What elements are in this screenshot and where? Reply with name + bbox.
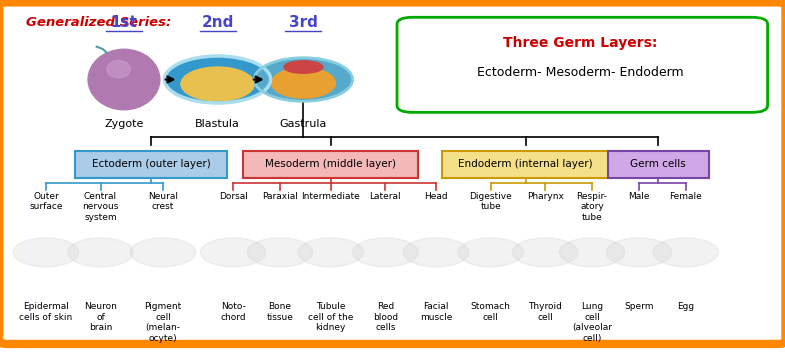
Circle shape (247, 238, 312, 267)
FancyBboxPatch shape (397, 17, 768, 112)
Text: Epidermal
cells of skin: Epidermal cells of skin (20, 302, 72, 322)
Text: Generalized Series:: Generalized Series: (27, 16, 172, 29)
Circle shape (254, 58, 352, 101)
Circle shape (606, 238, 672, 267)
Circle shape (352, 238, 418, 267)
Text: Endoderm (internal layer): Endoderm (internal layer) (458, 159, 593, 169)
Circle shape (458, 238, 524, 267)
Text: Dorsal: Dorsal (219, 192, 247, 201)
Text: Germ cells: Germ cells (630, 159, 686, 169)
Circle shape (200, 238, 266, 267)
Text: 2nd: 2nd (202, 15, 234, 30)
Text: Pigment
cell
(melan-
ocyte): Pigment cell (melan- ocyte) (144, 302, 181, 342)
Circle shape (653, 238, 718, 267)
Circle shape (298, 238, 363, 267)
Text: Facial
muscle: Facial muscle (420, 302, 452, 322)
FancyBboxPatch shape (0, 2, 785, 344)
Text: Digestive
tube: Digestive tube (469, 192, 512, 211)
Text: Mesoderm (middle layer): Mesoderm (middle layer) (265, 159, 396, 169)
Text: Female: Female (670, 192, 702, 201)
Text: Neuron
of
brain: Neuron of brain (84, 302, 117, 332)
Text: Blastula: Blastula (195, 119, 240, 130)
Text: Egg: Egg (677, 302, 694, 312)
Text: Respir-
atory
tube: Respir- atory tube (577, 192, 608, 222)
Ellipse shape (88, 49, 160, 110)
Text: Thyroid
cell: Thyroid cell (528, 302, 562, 322)
Text: Gastrula: Gastrula (279, 119, 327, 130)
Circle shape (13, 238, 78, 267)
Text: Zygote: Zygote (104, 119, 144, 130)
Ellipse shape (272, 68, 335, 98)
FancyBboxPatch shape (442, 151, 610, 178)
FancyBboxPatch shape (75, 151, 228, 178)
FancyBboxPatch shape (608, 151, 709, 178)
Text: Lateral: Lateral (370, 192, 401, 201)
Circle shape (68, 238, 133, 267)
Ellipse shape (284, 61, 323, 73)
Circle shape (513, 238, 578, 267)
Text: Male: Male (628, 192, 650, 201)
Text: Ectoderm- Mesoderm- Endoderm: Ectoderm- Mesoderm- Endoderm (477, 66, 684, 79)
Circle shape (130, 238, 195, 267)
Text: Noto-
chord: Noto- chord (221, 302, 246, 322)
Text: Ectoderm (outer layer): Ectoderm (outer layer) (92, 159, 210, 169)
Text: Neural
crest: Neural crest (148, 192, 178, 211)
Text: Head: Head (424, 192, 447, 201)
Ellipse shape (107, 61, 130, 78)
Text: Sperm: Sperm (624, 302, 654, 312)
Text: 3rd: 3rd (289, 15, 318, 30)
Text: Red
blood
cells: Red blood cells (373, 302, 398, 332)
Text: Three Germ Layers:: Three Germ Layers: (503, 36, 658, 50)
Text: Outer
surface: Outer surface (29, 192, 63, 211)
Text: Stomach
cell: Stomach cell (471, 302, 510, 322)
Circle shape (559, 238, 625, 267)
FancyBboxPatch shape (243, 151, 418, 178)
Text: Lung
cell
(alveolar
cell): Lung cell (alveolar cell) (572, 302, 612, 342)
Text: Tubule
cell of the
kidney: Tubule cell of the kidney (308, 302, 353, 332)
Ellipse shape (181, 67, 254, 101)
Text: Pharynx: Pharynx (527, 192, 564, 201)
Text: Central
nervous
system: Central nervous system (82, 192, 119, 222)
Circle shape (403, 238, 469, 267)
Text: Intermediate: Intermediate (301, 192, 360, 201)
Text: Bone
tissue: Bone tissue (267, 302, 294, 322)
Text: 1st: 1st (111, 15, 137, 30)
Circle shape (165, 56, 271, 103)
Text: Paraxial: Paraxial (262, 192, 298, 201)
